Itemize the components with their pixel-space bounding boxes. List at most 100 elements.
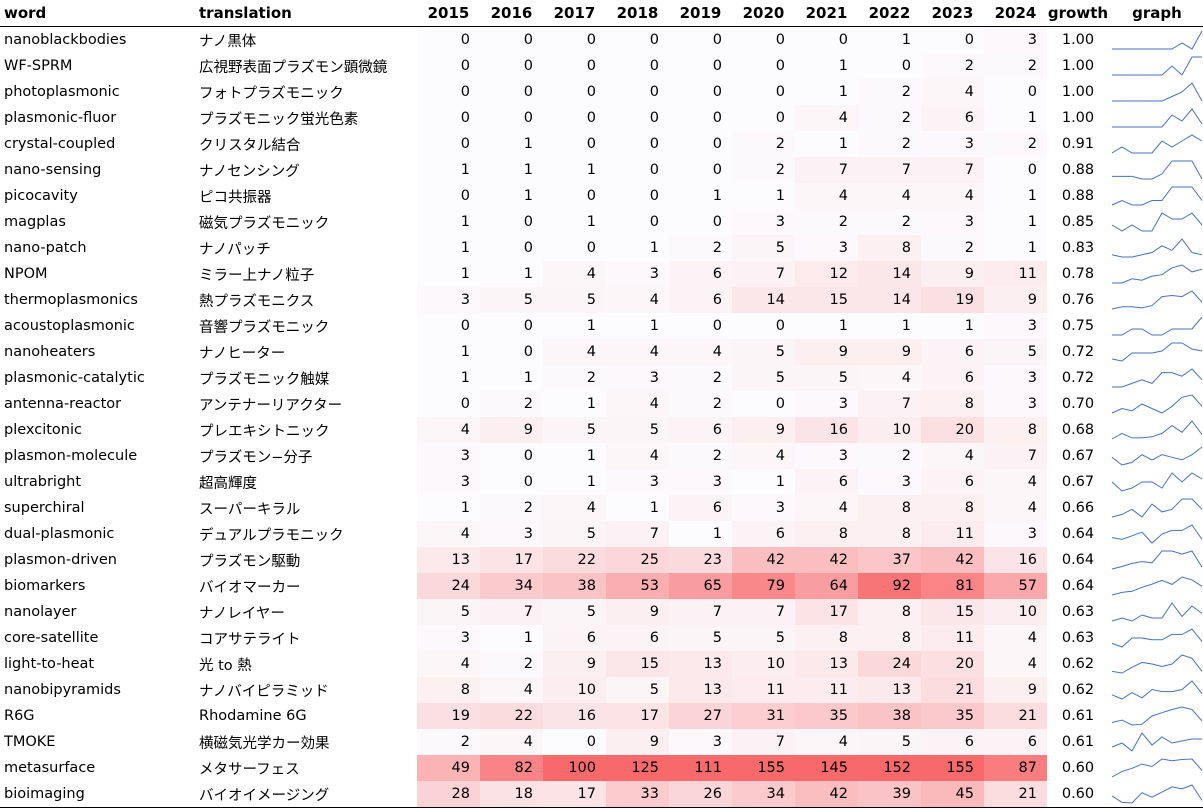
- count-cell: 23: [669, 547, 732, 573]
- count-cell: 5: [543, 417, 606, 443]
- count-cell: 9: [921, 261, 984, 287]
- count-cell: 0: [669, 26, 732, 53]
- growth-cell: 0.63: [1061, 630, 1095, 646]
- count-cell: 3: [795, 391, 858, 417]
- sparkline-line: [1111, 212, 1203, 232]
- count-cell: 1: [543, 469, 606, 495]
- table-row: WF-SPRM 広視野表面プラズモン顕微鏡 0 0 0 0 0 0 1 0 2 2 1.00: [0, 53, 1203, 79]
- count-cell: 13: [795, 651, 858, 677]
- translation-cell: ナノレイヤー: [199, 605, 285, 622]
- count-cell: 0: [480, 53, 543, 79]
- count-cell: 1: [858, 26, 921, 53]
- count-cell: 0: [606, 105, 669, 131]
- header-year: 2022: [858, 0, 921, 27]
- count-cell: 2: [732, 157, 795, 183]
- sparkline-cell: [1109, 599, 1203, 625]
- translation-cell: 超高輝度: [199, 475, 257, 492]
- count-cell: 2: [858, 79, 921, 105]
- growth-cell: 0.76: [1061, 292, 1095, 308]
- translation-cell: ナノパッチ: [199, 241, 271, 258]
- sparkline-line: [1111, 576, 1203, 596]
- sparkline: [1111, 628, 1203, 648]
- growth-cell: 0.61: [1061, 708, 1095, 724]
- count-cell: 11: [921, 521, 984, 547]
- count-cell: 0: [732, 79, 795, 105]
- count-cell: 3: [417, 625, 480, 651]
- count-cell: 14: [732, 287, 795, 313]
- translation-cell: プレエキシトニック: [199, 423, 330, 440]
- sparkline-cell: [1109, 131, 1203, 157]
- count-cell: 79: [732, 573, 795, 599]
- count-cell: 37: [858, 547, 921, 573]
- count-cell: 64: [795, 573, 858, 599]
- count-cell: 3: [795, 443, 858, 469]
- word-cell: superchiral: [4, 500, 85, 516]
- count-cell: 0: [543, 26, 606, 53]
- count-cell: 0: [606, 157, 669, 183]
- count-cell: 57: [984, 573, 1047, 599]
- sparkline-cell: [1109, 677, 1203, 703]
- count-cell: 0: [732, 105, 795, 131]
- count-cell: 4: [984, 495, 1047, 521]
- count-cell: 2: [732, 131, 795, 157]
- count-cell: 19: [921, 287, 984, 313]
- count-cell: 100: [543, 755, 606, 781]
- word-cell: core-satellite: [4, 630, 99, 646]
- sparkline-cell: [1109, 391, 1203, 417]
- sparkline-cell: [1109, 729, 1203, 755]
- count-cell: 5: [732, 339, 795, 365]
- growth-cell: 0.60: [1047, 781, 1109, 808]
- count-cell: 1: [795, 131, 858, 157]
- count-cell: 3: [984, 313, 1047, 339]
- translation-cell: ナノセンシング: [199, 163, 300, 180]
- count-cell: 6: [543, 625, 606, 651]
- sparkline: [1111, 706, 1203, 726]
- count-cell: 26: [669, 781, 732, 808]
- count-cell: 0: [669, 209, 732, 235]
- count-cell: 7: [921, 157, 984, 183]
- count-cell: 1: [480, 157, 543, 183]
- count-cell: 1: [543, 313, 606, 339]
- translation-cell: ナノ黒体: [199, 33, 257, 50]
- sparkline-cell: [1109, 469, 1203, 495]
- sparkline-cell: [1109, 287, 1203, 313]
- count-cell: 6: [921, 365, 984, 391]
- growth-cell: 0.88: [1061, 162, 1095, 178]
- word-cell: nanolayer: [4, 604, 77, 620]
- table-row: metasurface メタサーフェス 49 82 100 125 111 155 145 152…: [0, 755, 1203, 781]
- count-cell: 0: [921, 26, 984, 53]
- count-cell: 1: [417, 209, 480, 235]
- sparkline: [1111, 550, 1203, 570]
- count-cell: 4: [417, 417, 480, 443]
- count-cell: 1: [606, 313, 669, 339]
- table-row: plasmon-driven プラズモン駆動 13 17 22 25 23 42 42 37 42 1…: [0, 547, 1203, 573]
- sparkline-cell: [1109, 157, 1203, 183]
- count-cell: 4: [606, 339, 669, 365]
- count-cell: 2: [921, 235, 984, 261]
- count-cell: 1: [480, 183, 543, 209]
- translation-cell: 光 to 熱: [199, 657, 252, 674]
- word-cell: nano-patch: [4, 240, 87, 256]
- count-cell: 0: [669, 79, 732, 105]
- count-cell: 1: [921, 313, 984, 339]
- header-year: 2018: [606, 0, 669, 27]
- word-cell: R6G: [4, 708, 35, 724]
- count-cell: 1: [543, 443, 606, 469]
- sparkline-cell: [1109, 313, 1203, 339]
- translation-cell: バイオマーカー: [199, 579, 301, 596]
- count-cell: 9: [543, 651, 606, 677]
- count-cell: 15: [921, 599, 984, 625]
- count-cell: 0: [417, 79, 480, 105]
- sparkline: [1111, 238, 1203, 258]
- count-cell: 42: [732, 547, 795, 573]
- count-cell: 53: [606, 573, 669, 599]
- count-cell: 2: [417, 729, 480, 755]
- sparkline-line: [1112, 56, 1202, 76]
- count-cell: 1: [732, 183, 795, 209]
- sparkline-line: [1111, 654, 1203, 674]
- word-cell: dual-plasmonic: [4, 526, 115, 542]
- word-cell: antenna-reactor: [4, 396, 122, 412]
- count-cell: 0: [543, 53, 606, 79]
- count-cell: 5: [480, 287, 543, 313]
